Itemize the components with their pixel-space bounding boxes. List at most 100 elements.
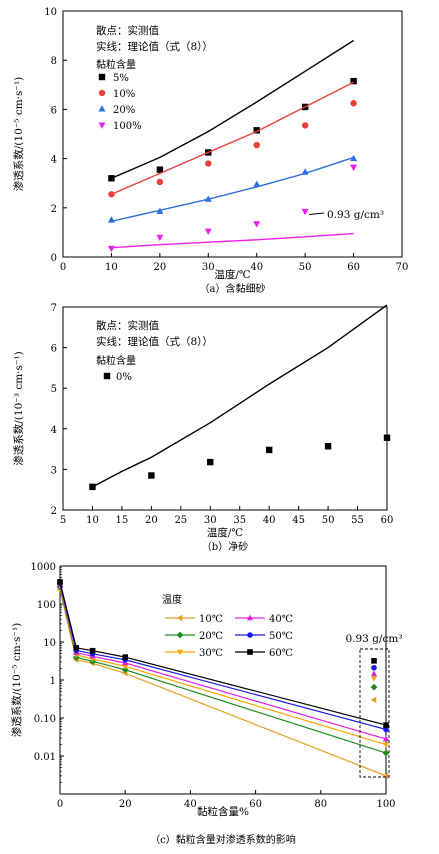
y-tick-label: 8	[51, 56, 57, 67]
legend-marker	[98, 122, 106, 129]
note-line: 实线：理论值（式（8））	[96, 335, 213, 348]
data-point	[350, 77, 357, 85]
chart-caption: （a）含黏细砂	[200, 282, 266, 295]
y-tick-label: 4	[51, 425, 57, 436]
data-point	[301, 208, 309, 216]
note-scatter: 散点：实测值	[96, 319, 159, 332]
legend-label: 30℃	[199, 648, 223, 659]
y-tick-label: 3	[51, 465, 57, 476]
legend-label: 60℃	[269, 648, 293, 659]
y-tick-label: 0	[51, 253, 57, 264]
theory-line	[111, 156, 354, 222]
data-point	[148, 472, 155, 479]
data-point	[73, 645, 80, 651]
x-tick-label: 30	[204, 515, 217, 526]
data-point	[301, 168, 309, 175]
legend-label: 100%	[113, 121, 142, 132]
x-tick-label: 60	[249, 799, 262, 810]
annotation-marker	[370, 676, 378, 682]
data-point	[253, 180, 261, 187]
data-point	[383, 726, 389, 733]
data-point	[301, 122, 309, 129]
y-tick-label: 1000	[31, 562, 56, 573]
y-tick-label: 6	[51, 344, 57, 355]
data-point	[204, 195, 212, 202]
note-line: 实线：理论值（式（8））	[96, 40, 213, 53]
x-tick-label: 10	[105, 262, 118, 273]
data-point	[383, 434, 391, 441]
data-point	[108, 175, 115, 182]
legend-marker	[98, 105, 106, 112]
y-tick-label: 0.01	[34, 752, 56, 763]
data-point	[324, 443, 332, 450]
chart-caption: （b）净砂	[202, 540, 248, 553]
legend-label: 10℃	[199, 614, 223, 625]
x-tick-label: 40	[184, 799, 197, 810]
legend-marker	[176, 631, 184, 639]
x-axis-label: 温度/℃	[214, 268, 251, 281]
data-point	[350, 100, 357, 107]
data-point	[253, 127, 260, 134]
legend-label: 50℃	[269, 631, 293, 642]
note-scatter: 散点：实测值	[96, 24, 159, 37]
annotation-marker	[370, 696, 377, 703]
x-tick-label: 20	[119, 799, 132, 810]
x-axis-label: 黏粒含量%	[197, 805, 249, 818]
y-tick-label: 0.10	[34, 714, 56, 725]
x-tick-label: 100	[376, 799, 395, 810]
y-axis-label: 渗透系数/(10⁻⁵ cm·s⁻¹)	[10, 623, 23, 738]
theory-line	[111, 39, 354, 179]
x-tick-label: 5	[60, 515, 66, 526]
chart-b: 5 10 15 20 25 30 35 40 45 50 55 60234567温度/℃渗透系数/(1…	[12, 303, 394, 553]
legend-title: 黏粒含量	[96, 354, 136, 367]
x-tick-label: 25	[174, 515, 187, 526]
y-tick-label: 100	[37, 600, 56, 611]
data-point	[107, 245, 115, 253]
data-point	[204, 228, 212, 236]
x-tick-label: 70	[396, 262, 409, 273]
legend-marker	[246, 614, 254, 621]
data-point	[207, 458, 214, 466]
y-axis-label: 渗透系数/(10⁻⁵ cm·s⁻¹)	[12, 77, 25, 192]
series-line	[59, 586, 387, 754]
x-tick-label: 0	[60, 262, 66, 273]
x-tick-label: 45	[292, 515, 305, 526]
data-point	[156, 207, 164, 215]
data-point	[253, 221, 261, 228]
y-tick-label: 6	[51, 105, 57, 116]
x-tick-label: 35	[233, 515, 246, 526]
y-tick-label: 2	[51, 204, 57, 215]
chart-c: 0 20 40 60 80 100 0.01 0.10 1 10 100 1000 黏粒含量% 渗透系数/…	[10, 562, 403, 846]
legend-title: 温度	[162, 593, 182, 606]
annotation-label: 0.93 g/cm³	[327, 209, 384, 221]
annotation-marker	[370, 683, 378, 691]
x-tick-label: 50	[299, 262, 312, 273]
data-point	[89, 647, 96, 654]
x-tick-label: 60	[381, 515, 394, 526]
x-tick-label: 55	[351, 515, 364, 526]
x-tick-label: 20	[145, 515, 158, 526]
data-point	[108, 191, 115, 198]
x-tick-label: 40	[250, 262, 263, 273]
x-tick-label: 20	[153, 262, 166, 273]
x-tick-label: 40	[263, 515, 276, 526]
legend-title: 黏粒含量	[96, 58, 136, 71]
legend-label: 20℃	[199, 631, 223, 642]
plot-frame	[62, 306, 388, 511]
data-point	[382, 749, 390, 757]
series-line	[59, 581, 387, 726]
legend-label: 0%	[116, 372, 132, 383]
legend-marker	[176, 649, 184, 656]
x-tick-label: 80	[314, 799, 327, 810]
y-axis-label: 渗透系数/(10⁻³ cm·s⁻¹)	[12, 351, 25, 466]
data-point	[265, 446, 273, 454]
theory-line	[92, 304, 388, 488]
x-tick-label: 60	[347, 262, 360, 273]
series-line	[59, 583, 387, 730]
legend-marker	[98, 73, 106, 81]
annotation-marker	[371, 658, 377, 664]
legend-label: 20%	[113, 105, 135, 116]
legend-marker	[247, 649, 253, 655]
data-point	[382, 742, 390, 748]
data-point	[156, 166, 164, 173]
